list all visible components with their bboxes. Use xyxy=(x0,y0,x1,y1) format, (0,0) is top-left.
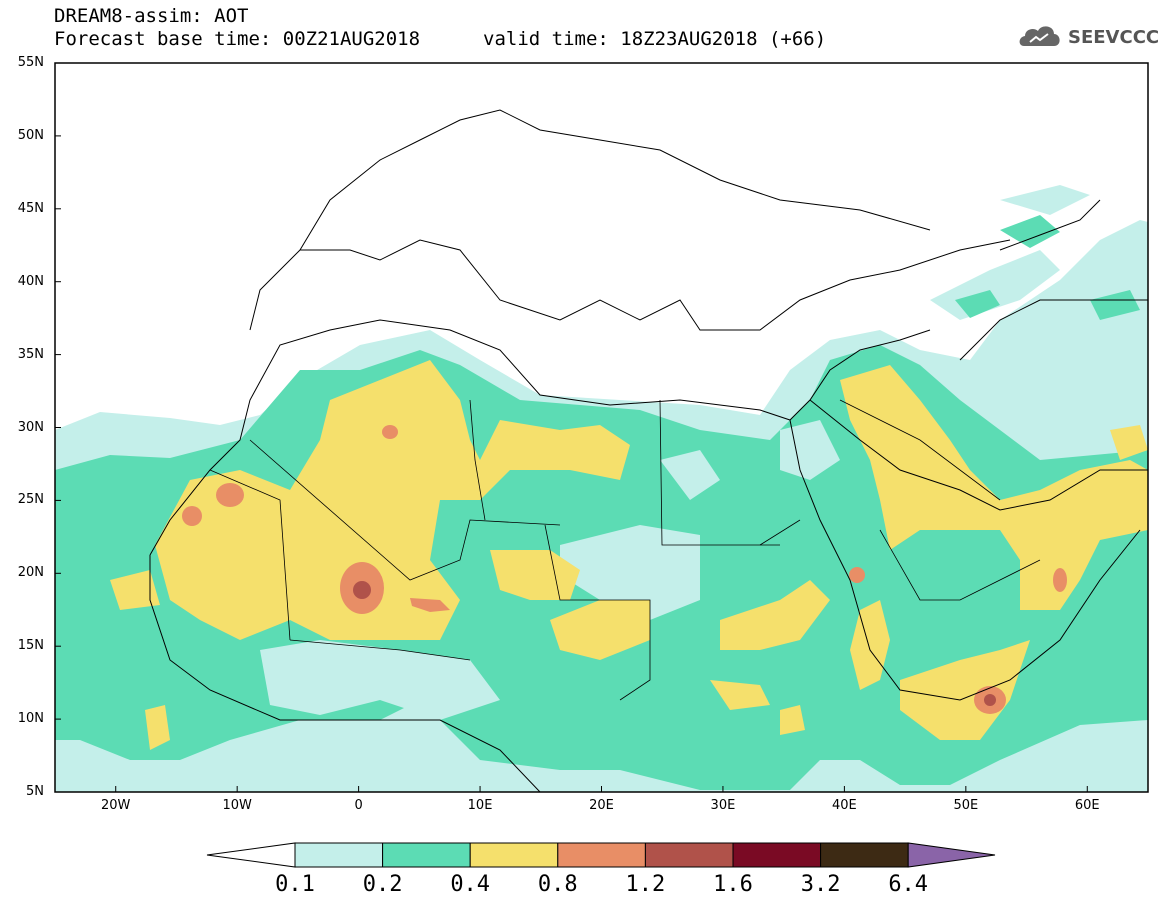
colorbar-label-1.2: 1.2 xyxy=(625,872,666,897)
lon-label-10W: 10W xyxy=(222,798,252,813)
cloud-icon xyxy=(1019,26,1060,46)
logo-text: SEEVCCC xyxy=(1068,27,1160,48)
aot-band-0.1-holes xyxy=(260,420,840,720)
colorbar-label-0.1: 0.1 xyxy=(275,872,315,897)
lon-label-20W: 20W xyxy=(101,798,131,813)
lat-label-50N: 50N xyxy=(17,127,44,143)
lat-label-30N: 30N xyxy=(17,419,44,435)
aot-band-1.2 xyxy=(353,581,996,706)
coastlines xyxy=(149,109,1148,792)
aot-band-0.4 xyxy=(110,360,1148,750)
lat-label-15N: 15N xyxy=(17,638,44,654)
lat-label-10N: 10N xyxy=(17,711,44,727)
colorbar-label-3.2: 3.2 xyxy=(800,872,841,897)
lon-label-0: 0 xyxy=(354,798,363,813)
lon-label-40E: 40E xyxy=(831,798,857,813)
seevccc-logo: SEEVCCC xyxy=(1016,20,1160,52)
lat-label-40N: 40N xyxy=(17,273,44,289)
lat-label-35N: 35N xyxy=(17,346,44,362)
lat-label-5N: 5N xyxy=(26,784,44,799)
aot-field xyxy=(55,185,1148,792)
lon-label-50E: 50E xyxy=(953,798,979,813)
lat-label-25N: 25N xyxy=(17,492,44,508)
lon-label-10E: 10E xyxy=(467,798,493,813)
base-time-text: Forecast base time: 00Z21AUG2018 xyxy=(54,28,421,50)
lon-label-60E: 60E xyxy=(1074,798,1100,813)
lon-label-30E: 30E xyxy=(710,798,736,813)
colorbar-label-6.4: 6.4 xyxy=(888,872,929,897)
map-title: DREAM8-assim: AOT xyxy=(54,5,249,27)
forecast-base-time: Forecast base time: 00Z21AUG2018 valid ti… xyxy=(54,28,826,50)
colorbar-label-0.4: 0.4 xyxy=(450,872,491,897)
valid-time: valid time: 18Z23AUG2018 (+66) xyxy=(483,28,827,50)
lon-label-20E: 20E xyxy=(589,798,614,813)
borders xyxy=(209,399,1041,701)
lat-label-20N: 20N xyxy=(17,565,44,581)
lat-label-55N: 55N xyxy=(17,55,44,70)
colorbar-label-1.6: 1.6 xyxy=(713,872,753,897)
colorbar-label-0.2: 0.2 xyxy=(362,872,403,897)
axis-ticks xyxy=(55,62,1088,793)
lat-label-45N: 45N xyxy=(17,200,44,216)
colorbar-label-0.8: 0.8 xyxy=(537,872,578,897)
